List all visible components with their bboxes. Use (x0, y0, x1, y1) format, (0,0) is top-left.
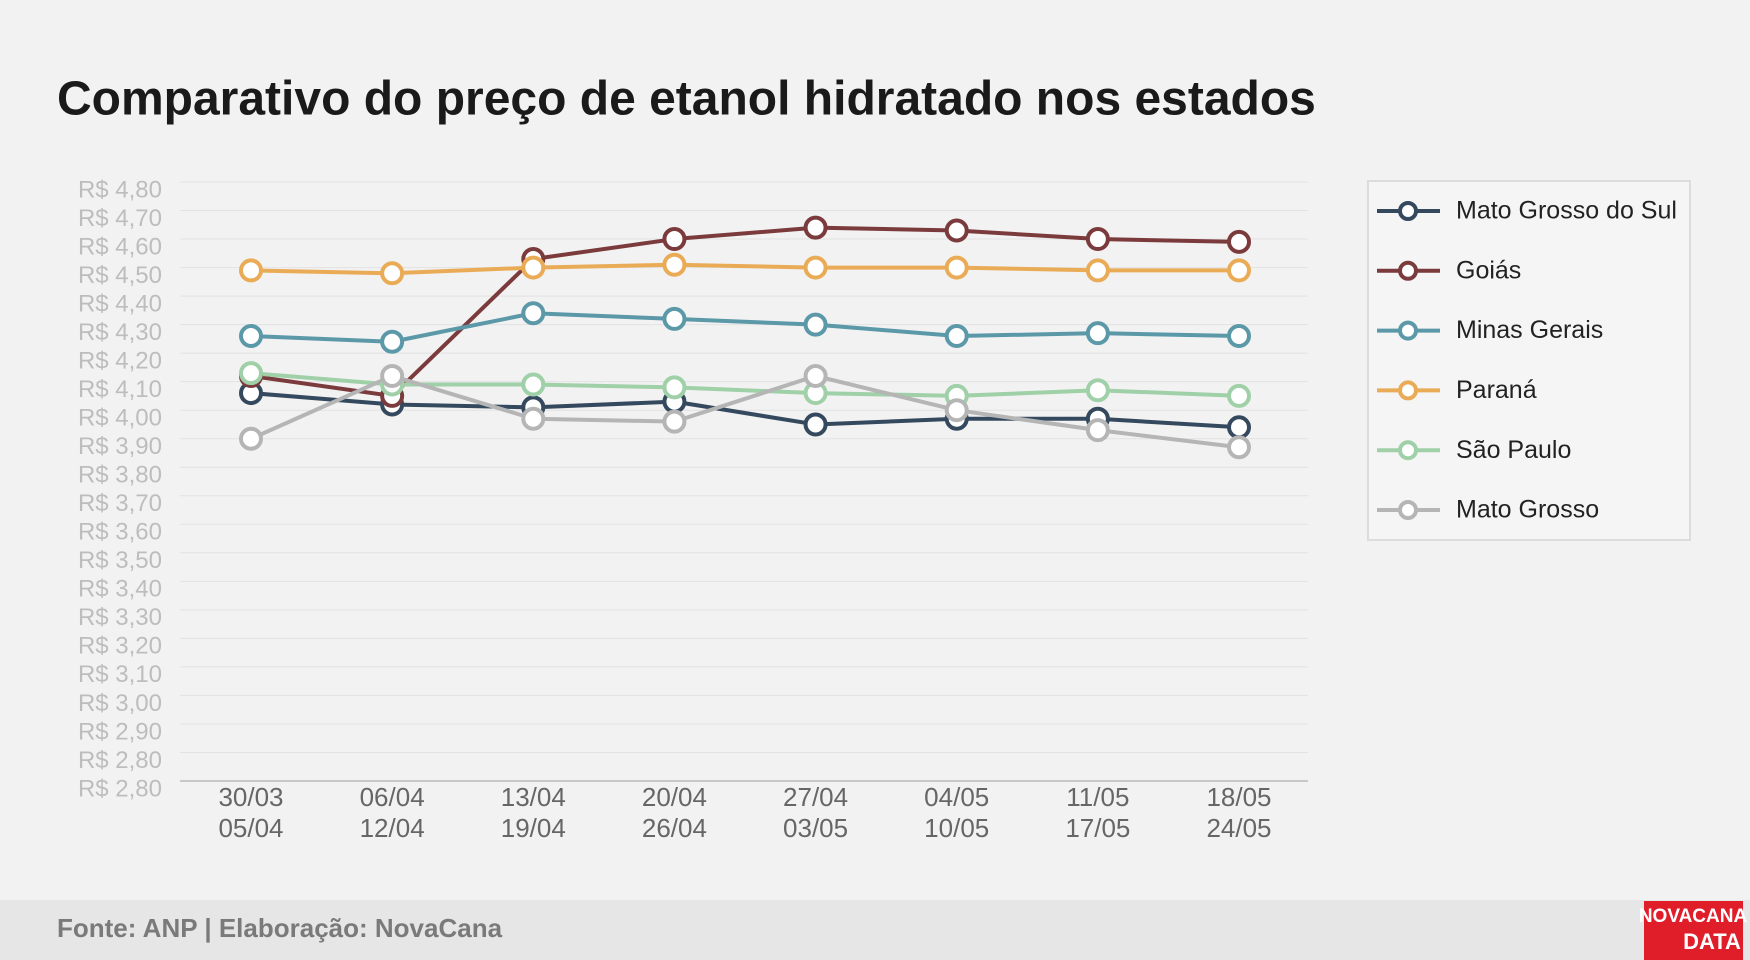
y-tick-label: R$ 4,30 (78, 319, 162, 346)
y-tick-label: R$ 3,10 (78, 661, 162, 688)
x-tick-label: 13/04 (501, 782, 566, 812)
logo-text: NOVACANA (1639, 906, 1748, 927)
point (803, 312, 828, 337)
point (239, 426, 263, 451)
point (1085, 258, 1110, 283)
y-tick-label: R$ 4,00 (78, 405, 162, 432)
x-tick-label: 27/04 (783, 782, 848, 812)
y-tick-label: R$ 4,10 (78, 376, 162, 403)
point (1227, 324, 1251, 349)
series-line (250, 225, 1240, 398)
x-tick-label: 18/05 (1206, 782, 1271, 812)
series-line (250, 391, 1240, 430)
legend-marker (1398, 440, 1418, 461)
footer (0, 900, 1750, 960)
y-tick-label: R$ 4,70 (78, 205, 162, 232)
point (662, 409, 687, 434)
y-tick-label: R$ 3,40 (78, 576, 162, 603)
point (944, 218, 969, 243)
x-tick-label: 10/05 (924, 813, 989, 843)
x-tick-label: 12/04 (360, 813, 425, 843)
point (1227, 435, 1251, 460)
point (521, 301, 546, 326)
legend-marker (1398, 201, 1418, 221)
x-tick-label: 04/05 (924, 782, 989, 812)
x-tick-label: 26/04 (642, 813, 707, 843)
y-tick-label: R$ 4,80 (78, 176, 162, 203)
point (239, 258, 263, 283)
point (803, 215, 828, 240)
point (239, 324, 263, 349)
legend-marker (1398, 320, 1418, 341)
point (1085, 227, 1110, 252)
point (1085, 418, 1110, 443)
y-tick-label: R$ 4,20 (78, 347, 162, 374)
point (239, 361, 263, 386)
y-tick-label: R$ 4,50 (78, 262, 162, 289)
x-tick-label: 03/05 (783, 813, 848, 843)
y-tick-label: R$ 3,80 (78, 462, 162, 489)
y-tick-label: R$ 3,70 (78, 490, 162, 517)
legend-marker (1398, 500, 1418, 520)
point (1085, 378, 1110, 403)
y-tick-label: R$ 3,50 (78, 547, 162, 574)
x-tick-label: 24/05 (1206, 813, 1271, 843)
point (803, 363, 828, 388)
x-tick-label: 05/04 (218, 813, 283, 843)
point (1227, 229, 1251, 254)
x-tick-label: 11/05 (1066, 782, 1129, 812)
legend-label: Mato Grosso (1456, 496, 1599, 524)
point (662, 252, 687, 277)
point (944, 255, 969, 280)
point (662, 375, 687, 400)
point (1227, 258, 1251, 283)
point (380, 363, 405, 388)
legend-label: São Paulo (1456, 436, 1571, 464)
source-note: Fonte: ANP | Elaboração: NovaCana (57, 913, 503, 943)
legend-label: Paraná (1456, 376, 1537, 404)
point (521, 406, 546, 431)
legend-label: Minas Gerais (1456, 316, 1603, 344)
point (662, 227, 687, 252)
y-tick-label: R$ 4,40 (78, 290, 162, 317)
y-tick-label: R$ 2,80 (78, 775, 162, 802)
point (944, 324, 969, 349)
y-tick-label: R$ 3,20 (78, 633, 162, 660)
legend-box (1367, 180, 1691, 541)
y-tick-label: R$ 3,60 (78, 519, 162, 546)
point (803, 255, 828, 280)
y-tick-label: R$ 4,60 (78, 233, 162, 260)
x-tick-label: 17/05 (1065, 813, 1130, 843)
point (521, 255, 546, 280)
x-tick-label: 19/04 (501, 813, 566, 843)
point (944, 398, 969, 423)
y-tick-label: R$ 3,00 (78, 690, 162, 717)
series-line (250, 311, 1240, 344)
x-tick-label: 06/04 (360, 782, 425, 812)
point (1227, 383, 1251, 408)
x-tick-label: 30/03 (218, 782, 283, 812)
y-tick-label: R$ 2,90 (78, 718, 162, 745)
point (380, 329, 405, 354)
point (662, 306, 687, 331)
legend-marker (1398, 380, 1418, 401)
point (1085, 321, 1110, 346)
point (521, 372, 546, 397)
y-tick-label: R$ 3,30 (78, 604, 162, 631)
logo (1644, 901, 1743, 960)
x-tick-label: 20/04 (642, 782, 707, 812)
legend-label: Goiás (1456, 256, 1521, 284)
legend-label: Mato Grosso do Sul (1456, 197, 1677, 225)
point (380, 261, 405, 286)
point (803, 412, 828, 437)
series-line (250, 262, 1239, 276)
point (1227, 415, 1251, 440)
y-tick-label: R$ 2,80 (78, 747, 162, 774)
series-line (250, 373, 1240, 450)
y-tick-label: R$ 3,90 (78, 433, 162, 460)
chart-title: Comparativo do preço de etanol hidratado… (57, 73, 1316, 126)
legend-marker (1398, 260, 1418, 281)
logo-text: DATA (1683, 929, 1741, 954)
